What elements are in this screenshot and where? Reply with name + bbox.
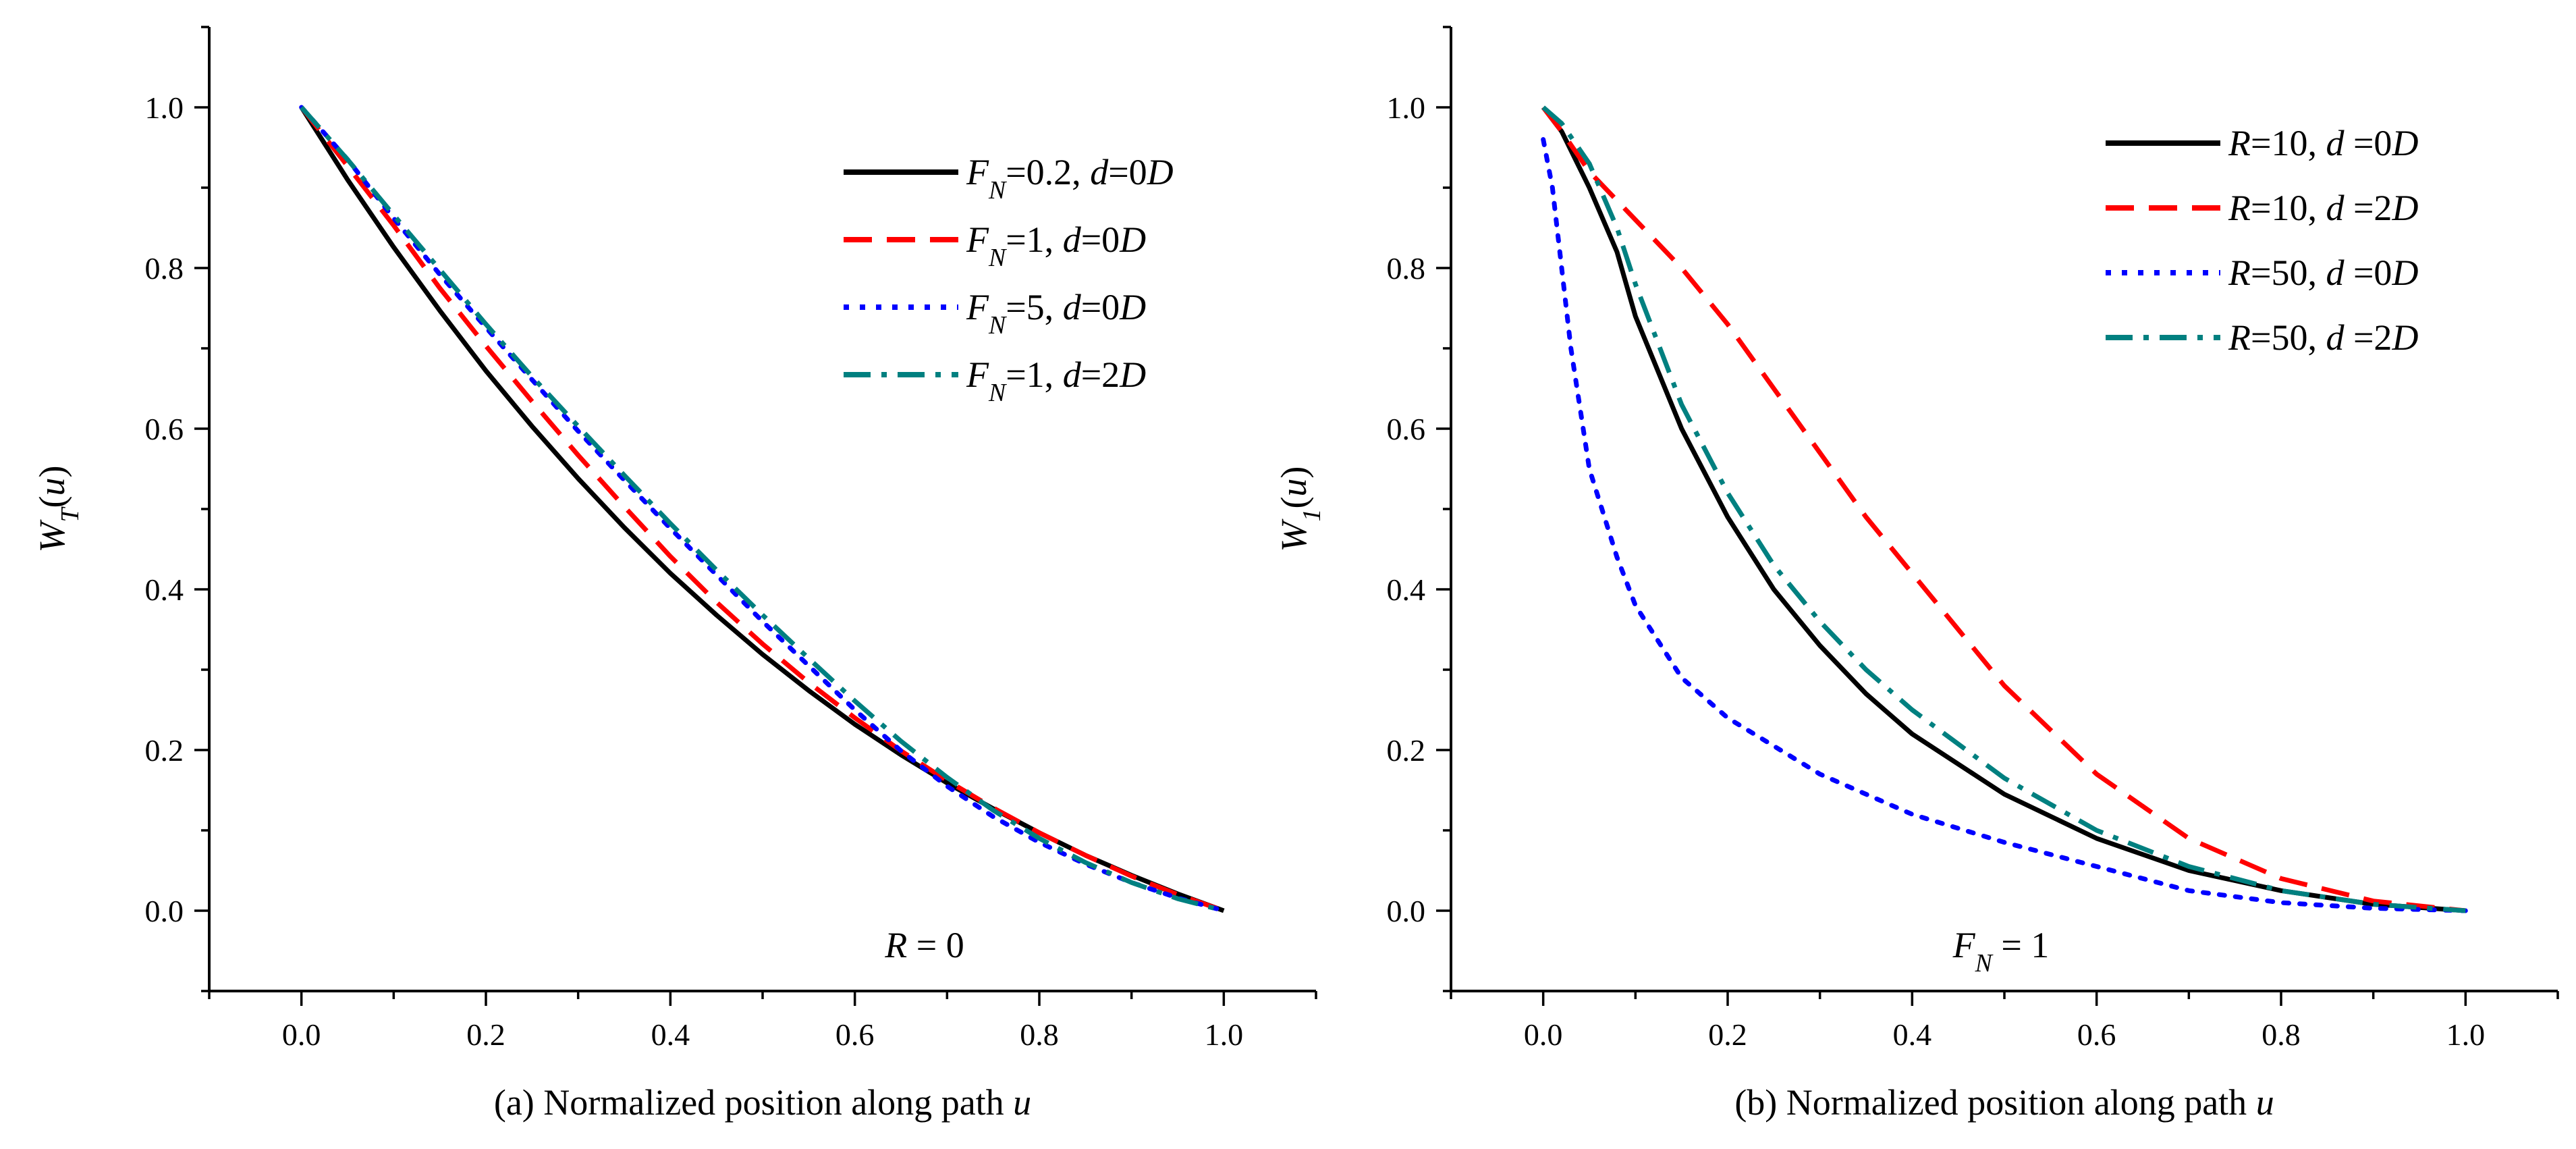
x-axis-title: (a) Normalized position along path u <box>494 1082 1031 1123</box>
legend-label-3: R=50, d =0D <box>2228 252 2418 293</box>
panel-annotation: R = 0 <box>884 925 964 965</box>
y-tick-label: 0.4 <box>1387 572 1426 607</box>
legend: R=10, d =0D R=10, d =2D R=50, d =0D R=50, d… <box>2106 123 2418 358</box>
legend-label-1: FN=0.2, d=0D <box>966 152 1174 205</box>
series-line-4 <box>1541 105 2466 913</box>
series-line-2 <box>299 105 1225 913</box>
y-tick-label: 0.8 <box>145 251 184 286</box>
legend: FN=0.2, d=0D FN=1, d=0D FN=5, d=0D FN=1, d=… <box>844 152 1174 407</box>
x-tick-label: 0.4 <box>1893 1017 1932 1052</box>
panel-b: 0.0 0.2 0.4 0.6 0.8 1.0 0.0 0.2 0.4 0.6 0.8 1.0 (b) … <box>1273 26 2559 1123</box>
series-line-1 <box>299 106 1225 913</box>
legend-label-4: FN=1, d=2D <box>966 354 1146 407</box>
legend-label-1: R=10, d =0D <box>2228 123 2418 163</box>
x-tick-label: 0.6 <box>2077 1017 2116 1052</box>
x-tick-label: 0.8 <box>2262 1017 2301 1052</box>
x-tick-label: 0.4 <box>651 1017 690 1052</box>
y-tick-label: 0.2 <box>145 733 184 768</box>
series-line-4 <box>300 105 1225 913</box>
legend-label-2: R=10, d =2D <box>2228 188 2418 228</box>
x-tick-label: 0.0 <box>1524 1017 1563 1052</box>
y-tick-label: 0.8 <box>1387 251 1426 286</box>
y-tick-label: 1.0 <box>145 90 184 125</box>
x-tick-label: 0.8 <box>1020 1017 1059 1052</box>
y-tick-label: 0.6 <box>145 412 184 446</box>
panel-annotation: FN = 1 <box>1952 925 2050 978</box>
y-tick-label: 1.0 <box>1387 90 1426 125</box>
series-line-3 <box>1541 137 2468 913</box>
x-tick-label: 0.6 <box>835 1017 875 1052</box>
x-tick-label: 1.0 <box>1205 1017 1244 1052</box>
x-tick-label: 0.2 <box>466 1017 505 1052</box>
y-axis-title: WT(u) <box>32 466 84 553</box>
series-line-2 <box>1541 105 2466 913</box>
y-axis-title: W1(u) <box>1273 466 1326 552</box>
x-axis-title: (b) Normalized position along path u <box>1734 1082 2274 1123</box>
legend-label-4: R=50, d =2D <box>2228 317 2418 358</box>
legend-label-3: FN=5, d=0D <box>966 287 1146 340</box>
y-tick-label: 0.6 <box>1387 412 1426 446</box>
x-tick-label: 0.0 <box>282 1017 321 1052</box>
y-tick-label: 0.0 <box>145 894 184 928</box>
y-tick-label: 0.4 <box>145 572 184 607</box>
legend-label-2: FN=1, d=0D <box>966 219 1146 272</box>
y-tick-label: 0.0 <box>1387 894 1426 928</box>
series-line-1 <box>1541 105 2466 913</box>
x-tick-label: 1.0 <box>2446 1017 2486 1052</box>
panel-a: 0.0 0.2 0.4 0.6 0.8 1.0 0.0 0.2 0.4 0.6 0.8 1.0 (a) … <box>32 26 1317 1123</box>
x-tick-label: 0.2 <box>1708 1017 1747 1052</box>
y-tick-label: 0.2 <box>1387 733 1426 768</box>
